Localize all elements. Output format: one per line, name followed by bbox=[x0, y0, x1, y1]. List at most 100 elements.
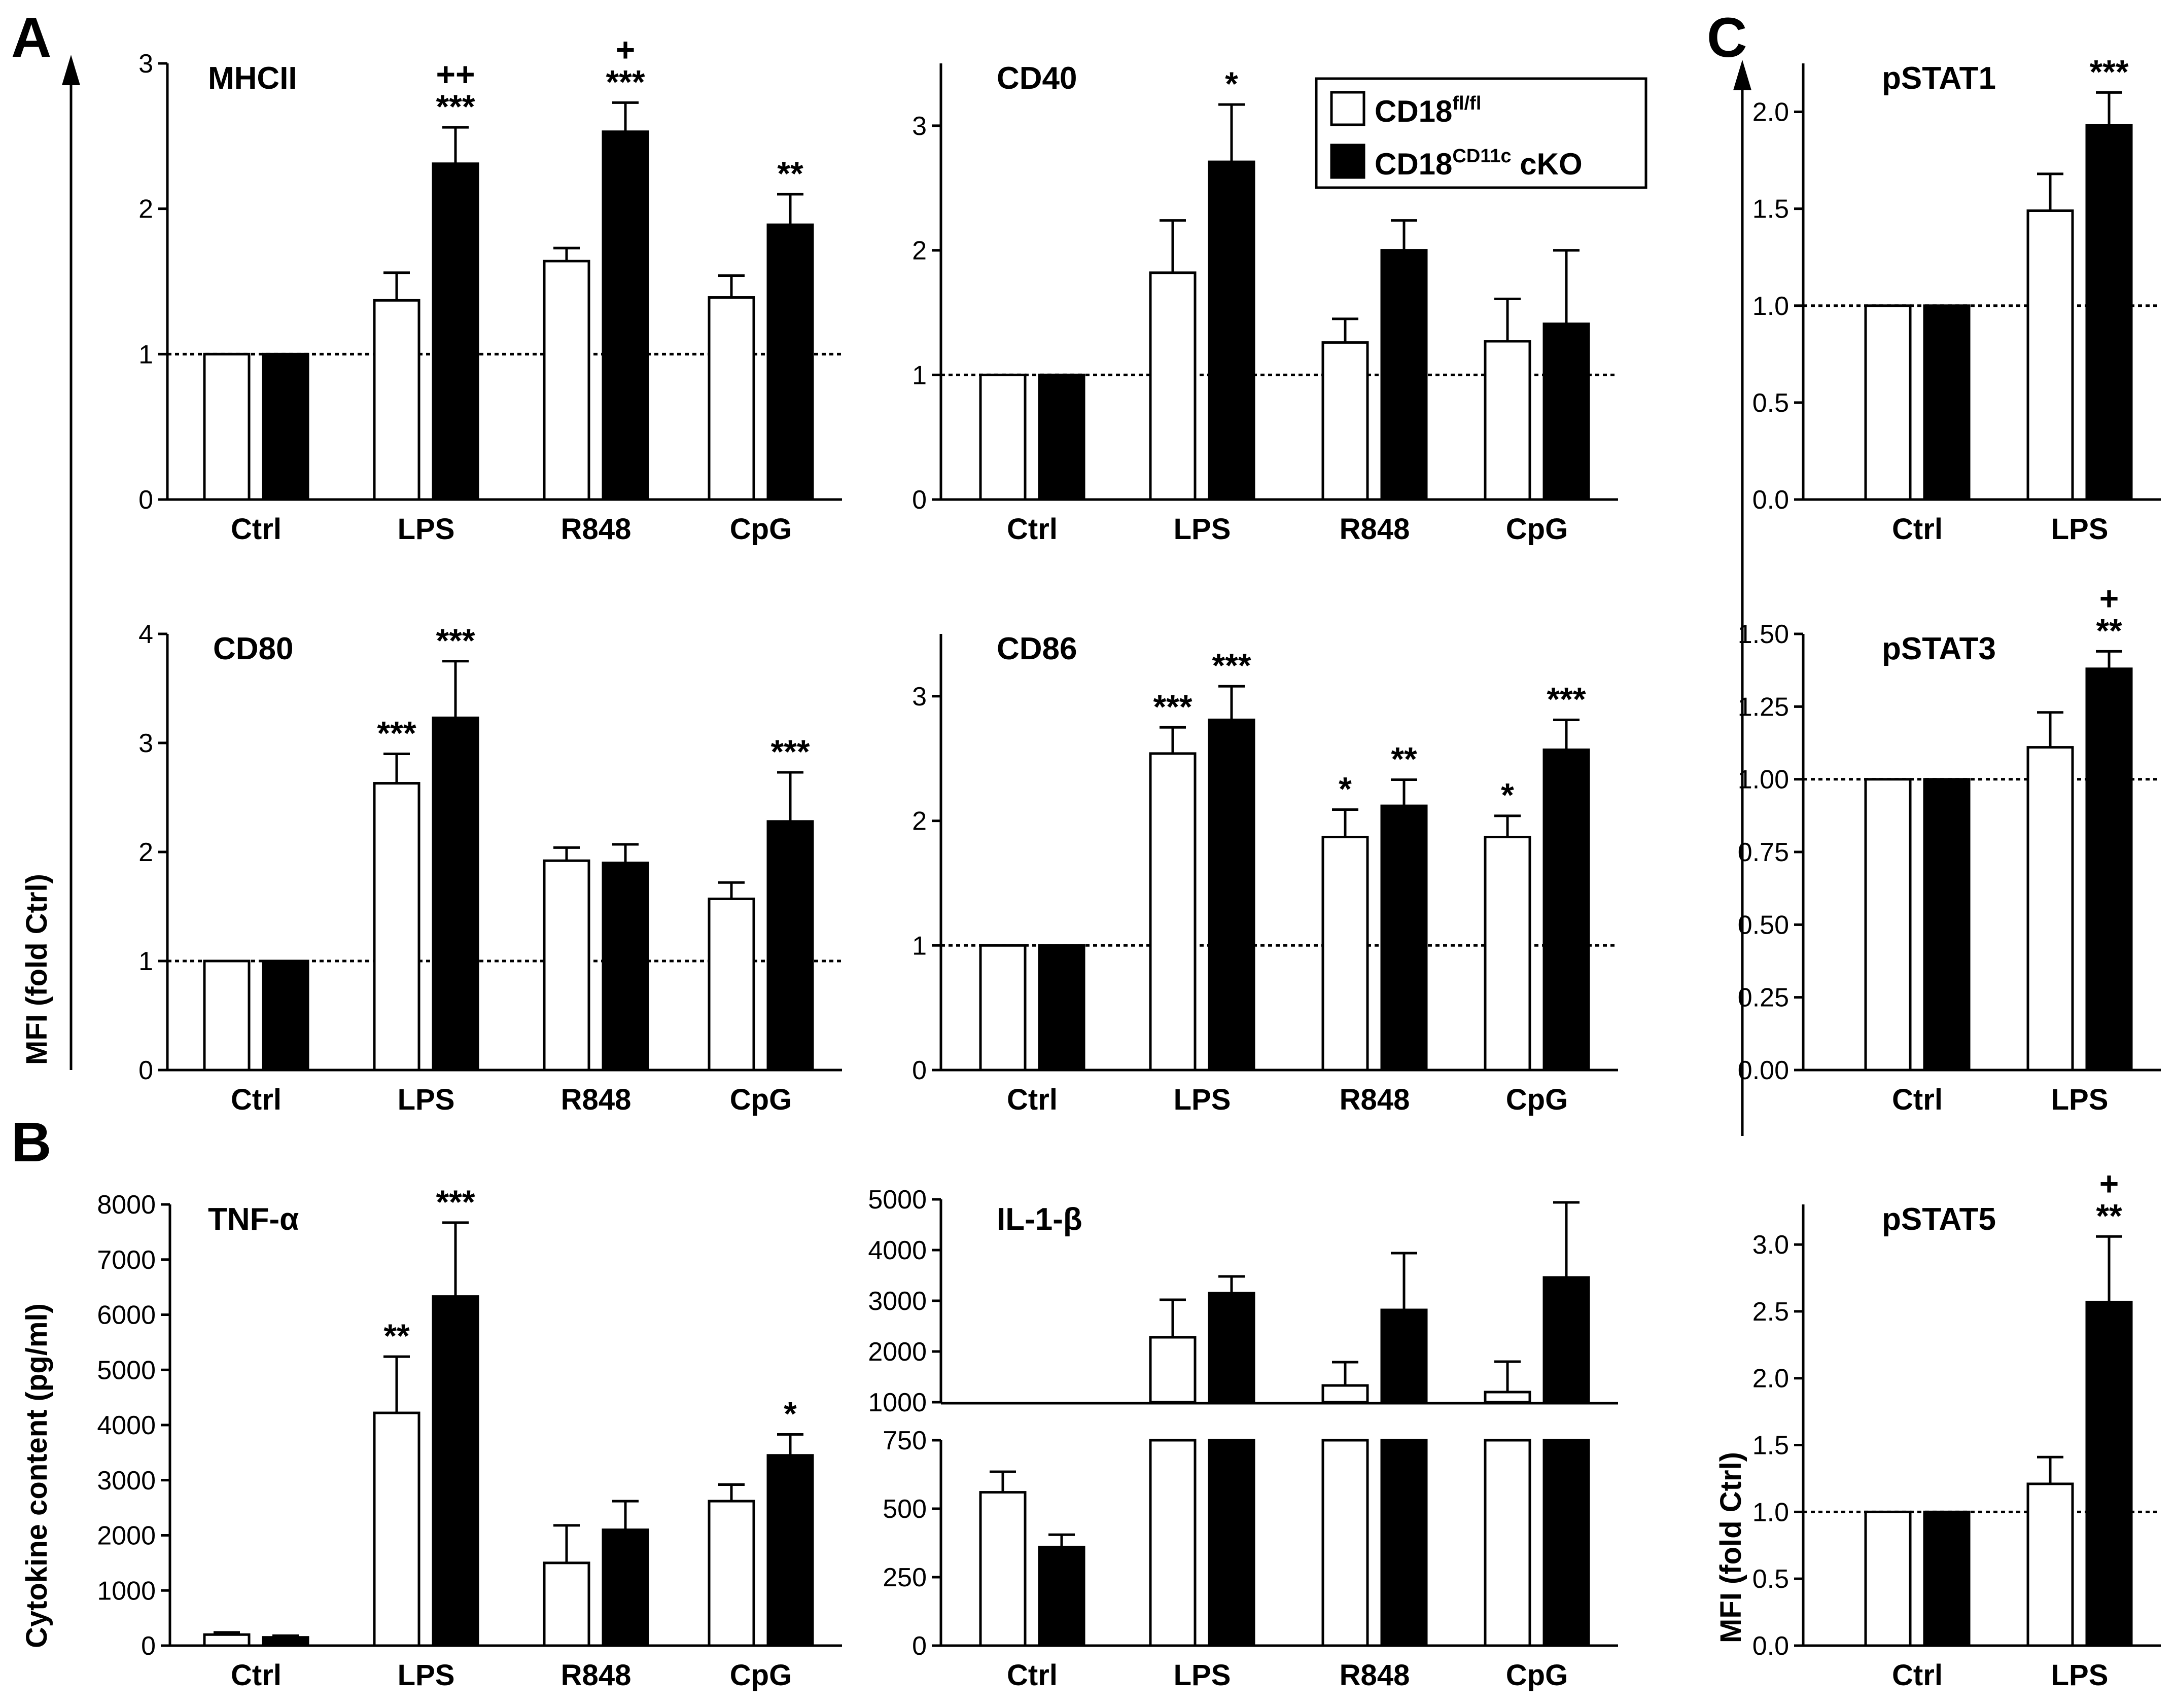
errorbar-cd80-s0-c3 bbox=[718, 881, 745, 899]
sig2-label-pstat5-s1-c1: + bbox=[2099, 1164, 2119, 1202]
ytick-lower-label-il1b-0: 0 bbox=[912, 1631, 927, 1661]
bar-il1b-s0-c2 bbox=[1321, 1384, 1369, 1404]
ytick-label-pstat5-6: 3.0 bbox=[1752, 1230, 1789, 1260]
ytick-label-pstat5-0: 0.0 bbox=[1752, 1631, 1789, 1661]
errorbar-cd86-s1-c3 bbox=[1553, 719, 1580, 750]
bar-cd86-s0-c2 bbox=[1321, 836, 1369, 1072]
chart-tnfa: 0 1000 2000 3000 4000 5000 6000 7000 8000 TNF-α Ct… bbox=[97, 1183, 842, 1692]
bar-pstat1-s1-c1 bbox=[2085, 124, 2133, 501]
ytick-label-pstat1-1: 0.5 bbox=[1752, 388, 1789, 418]
bar-cd80-s0-c2 bbox=[543, 859, 590, 1072]
ytick-label-tnfa-5: 5000 bbox=[97, 1356, 156, 1385]
bar-cd80-s1-c2 bbox=[602, 862, 649, 1072]
errorbar-cd86-s0-c2 bbox=[1332, 808, 1358, 837]
bar-mhcii-s0-c1 bbox=[373, 299, 420, 501]
sig-label-cd86-s0-c2: * bbox=[1339, 770, 1352, 807]
ytick-label-cd80-4: 4 bbox=[138, 620, 153, 649]
category-label-il1b-0: Ctrl bbox=[1007, 1659, 1058, 1692]
sig-label-cd80-s1-c1: *** bbox=[436, 622, 475, 659]
errorbar-mhcii-s0-c2 bbox=[553, 246, 580, 261]
category-label-cd40-3: CpG bbox=[1506, 513, 1568, 546]
sig-label-cd86-s0-c3: * bbox=[1501, 776, 1514, 814]
panel-letter-b: B bbox=[11, 1111, 51, 1173]
category-label-cd40-1: LPS bbox=[1174, 513, 1231, 546]
errorbar-il1b-s0-c0 bbox=[990, 1470, 1016, 1492]
errorbar-cd86-s1-c1 bbox=[1218, 685, 1245, 720]
errorbar-mhcii-s1-c2 bbox=[612, 101, 639, 132]
category-label-cd40-0: Ctrl bbox=[1007, 513, 1058, 546]
errorbar-cd80-s1-c1 bbox=[442, 660, 469, 718]
ytick-upper-label-il1b-4: 5000 bbox=[868, 1185, 927, 1215]
errorbar-mhcii-s0-c3 bbox=[718, 274, 745, 298]
legend-label-cko: CD18CD11c cKO bbox=[1375, 146, 1583, 181]
category-label-mhcii-0: Ctrl bbox=[231, 513, 282, 546]
chart-pstat5: 0.0 0.5 1.0 1.5 2.0 2.5 3.0 pSTAT5 Ctrl **+ LPS bbox=[1752, 1164, 2161, 1692]
errorbar-tnfa-s0-c2 bbox=[553, 1524, 580, 1563]
bar-cd40-s0-c1 bbox=[1149, 271, 1197, 501]
ytick-label-cd40-1: 1 bbox=[912, 361, 927, 390]
chart-title-il1b: IL-1-β bbox=[997, 1202, 1082, 1237]
category-label-il1b-3: CpG bbox=[1506, 1659, 1568, 1692]
bar-cd40-s1-c0 bbox=[1038, 373, 1085, 501]
ytick-label-pstat3-0: 0.00 bbox=[1738, 1056, 1789, 1085]
bar-tnfa-s0-c2 bbox=[543, 1561, 590, 1647]
ytick-label-pstat1-3: 1.5 bbox=[1752, 195, 1789, 224]
legend-label-wt-base: CD18 bbox=[1375, 94, 1452, 128]
errorbar-tnfa-s0-c0 bbox=[214, 1631, 240, 1635]
bar-cd86-s0-c0 bbox=[979, 944, 1027, 1072]
ytick-lower-label-il1b-2: 500 bbox=[883, 1494, 927, 1524]
category-label-pstat3-1: LPS bbox=[2051, 1083, 2109, 1116]
category-label-mhcii-3: CpG bbox=[730, 513, 792, 546]
bar-mhcii-s1-c1 bbox=[432, 162, 479, 501]
sig-label-cd86-s0-c1: *** bbox=[1153, 688, 1192, 725]
chart-title-cd86: CD86 bbox=[997, 631, 1077, 666]
errorbar-cd40-s0-c1 bbox=[1160, 219, 1186, 273]
category-label-cd86-1: LPS bbox=[1174, 1083, 1231, 1116]
ytick-label-cd86-1: 1 bbox=[912, 931, 927, 960]
errorbar-tnfa-s1-c2 bbox=[612, 1500, 639, 1530]
ytick-label-pstat3-2: 0.50 bbox=[1738, 910, 1789, 940]
ytick-label-cd40-0: 0 bbox=[912, 485, 927, 515]
ytick-label-cd86-2: 2 bbox=[912, 807, 927, 836]
panel-letter-c: C bbox=[1707, 7, 1747, 69]
bar-pstat1-s1-c0 bbox=[1923, 304, 1971, 501]
legend-label-cko-sup: CD11c bbox=[1452, 146, 1511, 167]
errorbar-il1b-s1-c2 bbox=[1391, 1252, 1417, 1310]
ytick-lower-label-il1b-1: 250 bbox=[883, 1563, 927, 1592]
bar-cd80-s1-c1 bbox=[432, 717, 479, 1072]
chart-pstat3: 0.00 0.25 0.50 0.75 1.00 1.25 1.50 pSTAT3 Ctrl **… bbox=[1738, 579, 2161, 1116]
ytick-label-tnfa-1: 1000 bbox=[97, 1576, 156, 1606]
bar-pstat5-s0-c1 bbox=[2026, 1482, 2074, 1647]
ytick-label-pstat5-5: 2.5 bbox=[1752, 1297, 1789, 1327]
ytick-upper-label-il1b-3: 4000 bbox=[868, 1236, 927, 1265]
errorbar-tnfa-s1-c3 bbox=[777, 1433, 803, 1455]
sig2-label-mhcii-s1-c2: + bbox=[616, 30, 636, 68]
bar-mhcii-s0-c3 bbox=[708, 296, 755, 501]
ytick-label-tnfa-8: 8000 bbox=[97, 1190, 156, 1220]
errorbar-tnfa-s1-c0 bbox=[272, 1634, 299, 1638]
bar-mhcii-s0-c2 bbox=[543, 260, 590, 501]
bar-il1b-s1-c2 bbox=[1380, 1308, 1428, 1404]
ylabel-b: Cytokine content (pg/ml) bbox=[20, 1303, 53, 1648]
category-label-mhcii-2: R848 bbox=[561, 513, 632, 546]
bar-cd86-s1-c2 bbox=[1380, 804, 1428, 1072]
bar-cd86-s1-c0 bbox=[1038, 944, 1085, 1072]
category-label-tnfa-1: LPS bbox=[398, 1659, 455, 1692]
legend-label-cko-base: CD18 bbox=[1375, 147, 1452, 181]
ytick-label-cd80-2: 2 bbox=[138, 838, 153, 867]
bar-cd86-s0-c3 bbox=[1484, 836, 1531, 1072]
sig-label-cd86-s1-c1: *** bbox=[1212, 647, 1251, 684]
axis-arrow-c bbox=[1733, 60, 1751, 1136]
bar-pstat1-s0-c0 bbox=[1864, 304, 1912, 501]
errorbar-il1b-s1-c3 bbox=[1553, 1201, 1580, 1277]
ytick-label-cd80-3: 3 bbox=[138, 729, 153, 758]
chart-title-mhcii: MHCII bbox=[208, 61, 297, 96]
errorbar-cd80-s0-c1 bbox=[383, 753, 410, 784]
errorbar-il1b-s1-c1 bbox=[1218, 1275, 1245, 1293]
bar-cd80-s1-c3 bbox=[766, 820, 814, 1072]
bar-lower-il1b-s1-c1 bbox=[1208, 1439, 1255, 1647]
errorbar-tnfa-s0-c3 bbox=[718, 1483, 745, 1502]
bar-cd86-s1-c1 bbox=[1208, 719, 1255, 1072]
chart-title-cd40: CD40 bbox=[997, 61, 1077, 96]
sig-label-cd86-s1-c3: *** bbox=[1547, 681, 1586, 718]
